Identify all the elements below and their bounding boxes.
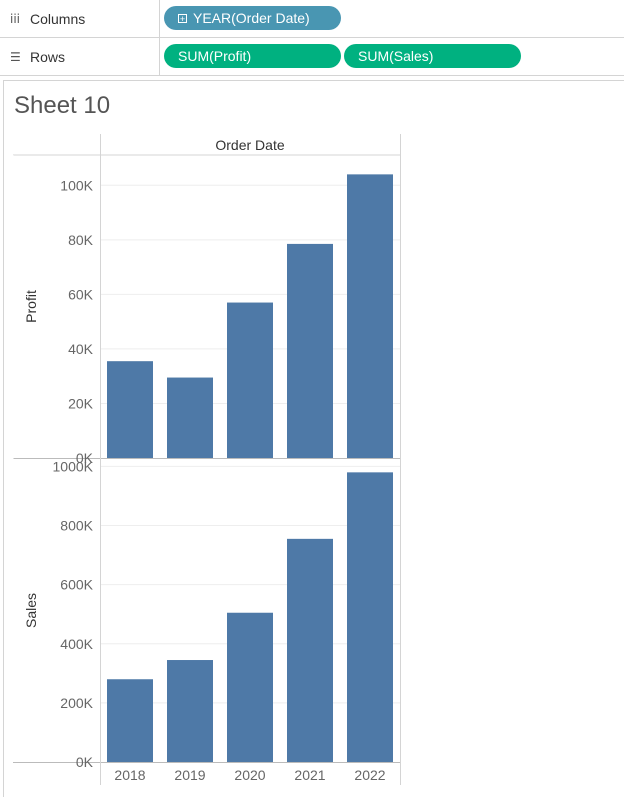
y-tick-label: 100K xyxy=(60,177,93,193)
x-tick-label-2020: 2020 xyxy=(234,767,265,783)
y-tick-label: 1000K xyxy=(53,458,94,474)
y-tick-label: 200K xyxy=(60,695,93,711)
sheet-title: Sheet 10 xyxy=(14,92,111,119)
bar-profit-2018 xyxy=(107,361,153,458)
x-tick-label-2022: 2022 xyxy=(354,767,385,783)
y-tick-label: 80K xyxy=(68,232,94,248)
sum-profit-pill-label: SUM(Profit) xyxy=(178,48,252,64)
rows-shelf-label: ☰ Rows xyxy=(0,38,160,75)
bar-profit-2022 xyxy=(347,174,393,458)
year-order-date-pill[interactable]: + YEAR(Order Date) xyxy=(164,6,341,30)
sum-sales-pill[interactable]: SUM(Sales) xyxy=(344,44,521,68)
bar-sales-2019 xyxy=(167,660,213,762)
sum-sales-pill-label: SUM(Sales) xyxy=(358,48,434,64)
y-tick-label: 60K xyxy=(68,286,94,302)
columns-label: Columns xyxy=(30,10,86,27)
sum-profit-pill[interactable]: SUM(Profit) xyxy=(164,44,341,68)
y-tick-label: 400K xyxy=(60,636,93,652)
bar-sales-2021 xyxy=(287,538,333,762)
x-tick-label-2021: 2021 xyxy=(294,767,325,783)
y-tick-label: 0K xyxy=(76,450,94,466)
bar-profit-2020 xyxy=(227,302,273,458)
bar-sales-2020 xyxy=(227,612,273,762)
columns-shelf-label: iii Columns xyxy=(0,0,160,37)
bar-sales-2022 xyxy=(347,472,393,762)
y-tick-label: 40K xyxy=(68,341,94,357)
y-tick-label: 20K xyxy=(68,395,94,411)
column-header-order-date: Order Date xyxy=(215,137,284,153)
x-tick-label-2018: 2018 xyxy=(114,767,145,783)
y-tick-label: 0K xyxy=(76,754,94,770)
expand-plus-icon[interactable]: + xyxy=(178,14,187,24)
rows-label: Rows xyxy=(30,48,66,65)
bar-sales-2018 xyxy=(107,679,153,762)
y-axis-title-sales: Sales xyxy=(23,593,39,628)
columns-icon: iii xyxy=(10,11,21,26)
bar-profit-2019 xyxy=(167,377,213,458)
rows-shelf[interactable]: ☰ Rows SUM(Profit) SUM(Sales) xyxy=(0,38,624,76)
y-tick-label: 800K xyxy=(60,518,93,534)
bar-profit-2021 xyxy=(287,243,333,458)
y-tick-label: 600K xyxy=(60,577,93,593)
columns-shelf[interactable]: iii Columns + YEAR(Order Date) xyxy=(0,0,624,38)
rows-icon: ☰ xyxy=(10,49,21,64)
x-tick-label-2019: 2019 xyxy=(174,767,205,783)
y-axis-title-profit: Profit xyxy=(23,290,39,323)
year-order-date-pill-label: YEAR(Order Date) xyxy=(193,10,310,26)
